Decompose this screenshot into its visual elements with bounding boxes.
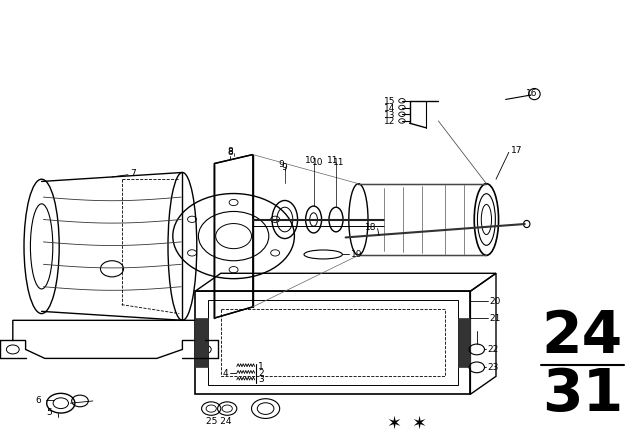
Text: 24: 24 <box>542 307 623 365</box>
Text: 9: 9 <box>279 160 284 169</box>
Text: ✶: ✶ <box>386 414 401 432</box>
Text: 2: 2 <box>258 369 264 378</box>
Text: 31: 31 <box>542 366 623 423</box>
Text: 7: 7 <box>130 169 136 178</box>
Text: 20: 20 <box>490 297 501 306</box>
Text: 23: 23 <box>488 363 499 372</box>
Text: 25 24: 25 24 <box>206 417 232 426</box>
Text: 8: 8 <box>227 148 233 157</box>
Text: 22: 22 <box>488 345 499 354</box>
Text: 4: 4 <box>223 369 228 378</box>
Text: 3: 3 <box>258 375 264 384</box>
Text: 11: 11 <box>327 156 339 165</box>
Text: 18: 18 <box>365 223 376 232</box>
Text: 12: 12 <box>384 117 396 126</box>
Text: 10: 10 <box>312 158 323 167</box>
Text: 13: 13 <box>384 111 396 120</box>
Text: 21: 21 <box>490 314 501 323</box>
Text: 14: 14 <box>384 104 396 113</box>
Text: 6: 6 <box>35 396 41 405</box>
Text: 10: 10 <box>305 156 316 165</box>
Text: 15: 15 <box>384 97 396 106</box>
Text: ✶: ✶ <box>412 414 427 432</box>
Text: 11: 11 <box>333 158 344 167</box>
Text: 9: 9 <box>282 163 287 172</box>
Text: 17: 17 <box>511 146 522 155</box>
Text: 8: 8 <box>228 147 233 156</box>
Text: 16: 16 <box>526 89 538 98</box>
Polygon shape <box>458 318 470 367</box>
Text: 19: 19 <box>351 250 362 259</box>
Text: 1: 1 <box>258 362 264 371</box>
Polygon shape <box>195 318 208 367</box>
Text: 5: 5 <box>46 408 52 417</box>
